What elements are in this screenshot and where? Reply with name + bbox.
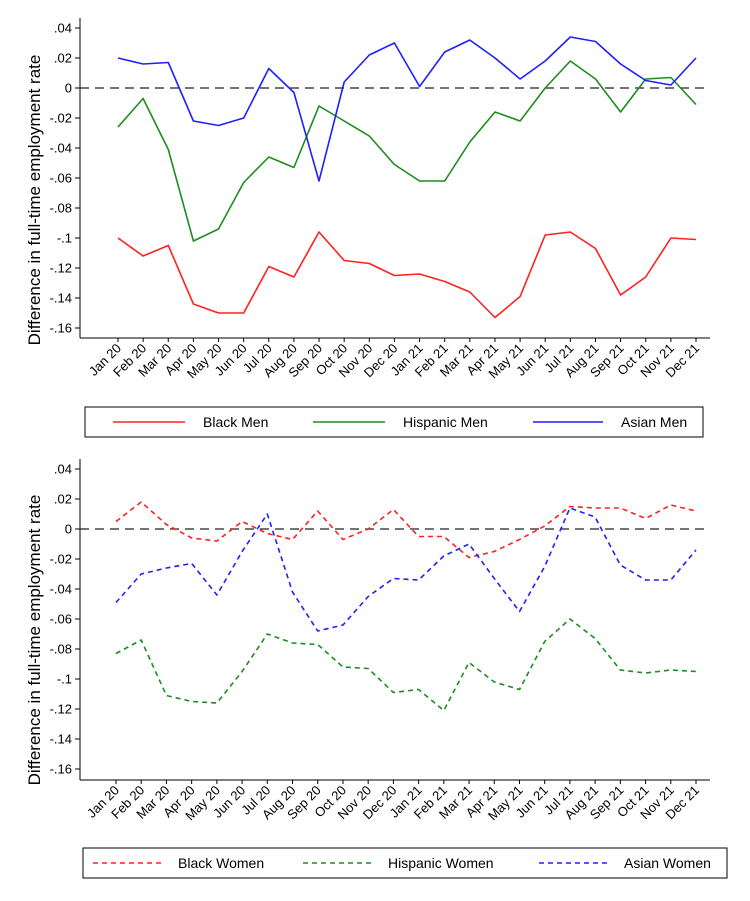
women-series-layer	[115, 501, 697, 712]
series-line-black-men	[117, 231, 697, 319]
women-y-tick-label: -.04	[50, 582, 72, 597]
women-legend-box	[82, 847, 728, 879]
series-line-asian-women	[115, 507, 697, 632]
men-y-axis-label: Difference in full-time employment rate	[25, 55, 44, 346]
women-y-tick-label: -.12	[50, 702, 72, 717]
legend-label-asian-women: Asian Women	[624, 855, 711, 871]
women-axes	[79, 459, 710, 781]
men-axes	[79, 18, 710, 339]
women-y-tick-label: .04	[54, 462, 72, 477]
women-y-tick-label: -.06	[50, 612, 72, 627]
men-y-tick-label: 0	[65, 81, 72, 96]
women-y-tick-label: -.16	[50, 762, 72, 777]
men-y-tick-label: -.02	[50, 111, 72, 126]
legend-label-black-men: Black Men	[203, 414, 268, 430]
men-y-tick-label: .04	[54, 21, 72, 36]
women-y-tick-label: -.14	[50, 732, 72, 747]
series-line-hispanic-women	[115, 618, 697, 712]
men-y-tick-label: .02	[54, 51, 72, 66]
men-legend: Black Men Hispanic Men Asian Men	[84, 406, 704, 438]
legend-label-hispanic-men: Hispanic Men	[403, 414, 488, 430]
women-y-tick-label: -.08	[50, 642, 72, 657]
series-line-asian-men	[117, 36, 697, 182]
men-y-tick-label: -.12	[50, 261, 72, 276]
men-y-tick-label: -.14	[50, 291, 72, 306]
women-y-tick-label: -.1	[57, 672, 72, 687]
women-y-tick-label: .02	[54, 492, 72, 507]
men-y-tick-label: -.1	[57, 231, 72, 246]
legend-label-black-women: Black Women	[178, 855, 264, 871]
women-legend: Black Women Hispanic Women Asian Women	[82, 847, 728, 879]
women-y-tick-label: 0	[65, 522, 72, 537]
men-y-tick-label: -.06	[50, 171, 72, 186]
men-y-tick-label: -.04	[50, 141, 72, 156]
series-line-black-women	[115, 501, 697, 559]
legend-label-asian-men: Asian Men	[621, 414, 687, 430]
women-y-axis-label: Difference in full-time employment rate	[25, 495, 44, 786]
men-y-tick-label: -.08	[50, 201, 72, 216]
men-y-tick-labels: .04 .02 0 -.02 -.04 -.06 -.08 -.1 -.12 -.14 -.16	[50, 21, 80, 336]
legend-label-hispanic-women: Hispanic Women	[388, 855, 494, 871]
men-series-layer	[117, 36, 697, 319]
women-y-tick-labels: .04 .02 0 -.02 -.04 -.06 -.08 -.1 -.12 -.14 -.16	[50, 462, 80, 777]
women-y-tick-label: -.02	[50, 552, 72, 567]
series-line-hispanic-men	[117, 60, 697, 242]
men-y-tick-label: -.16	[50, 321, 72, 336]
